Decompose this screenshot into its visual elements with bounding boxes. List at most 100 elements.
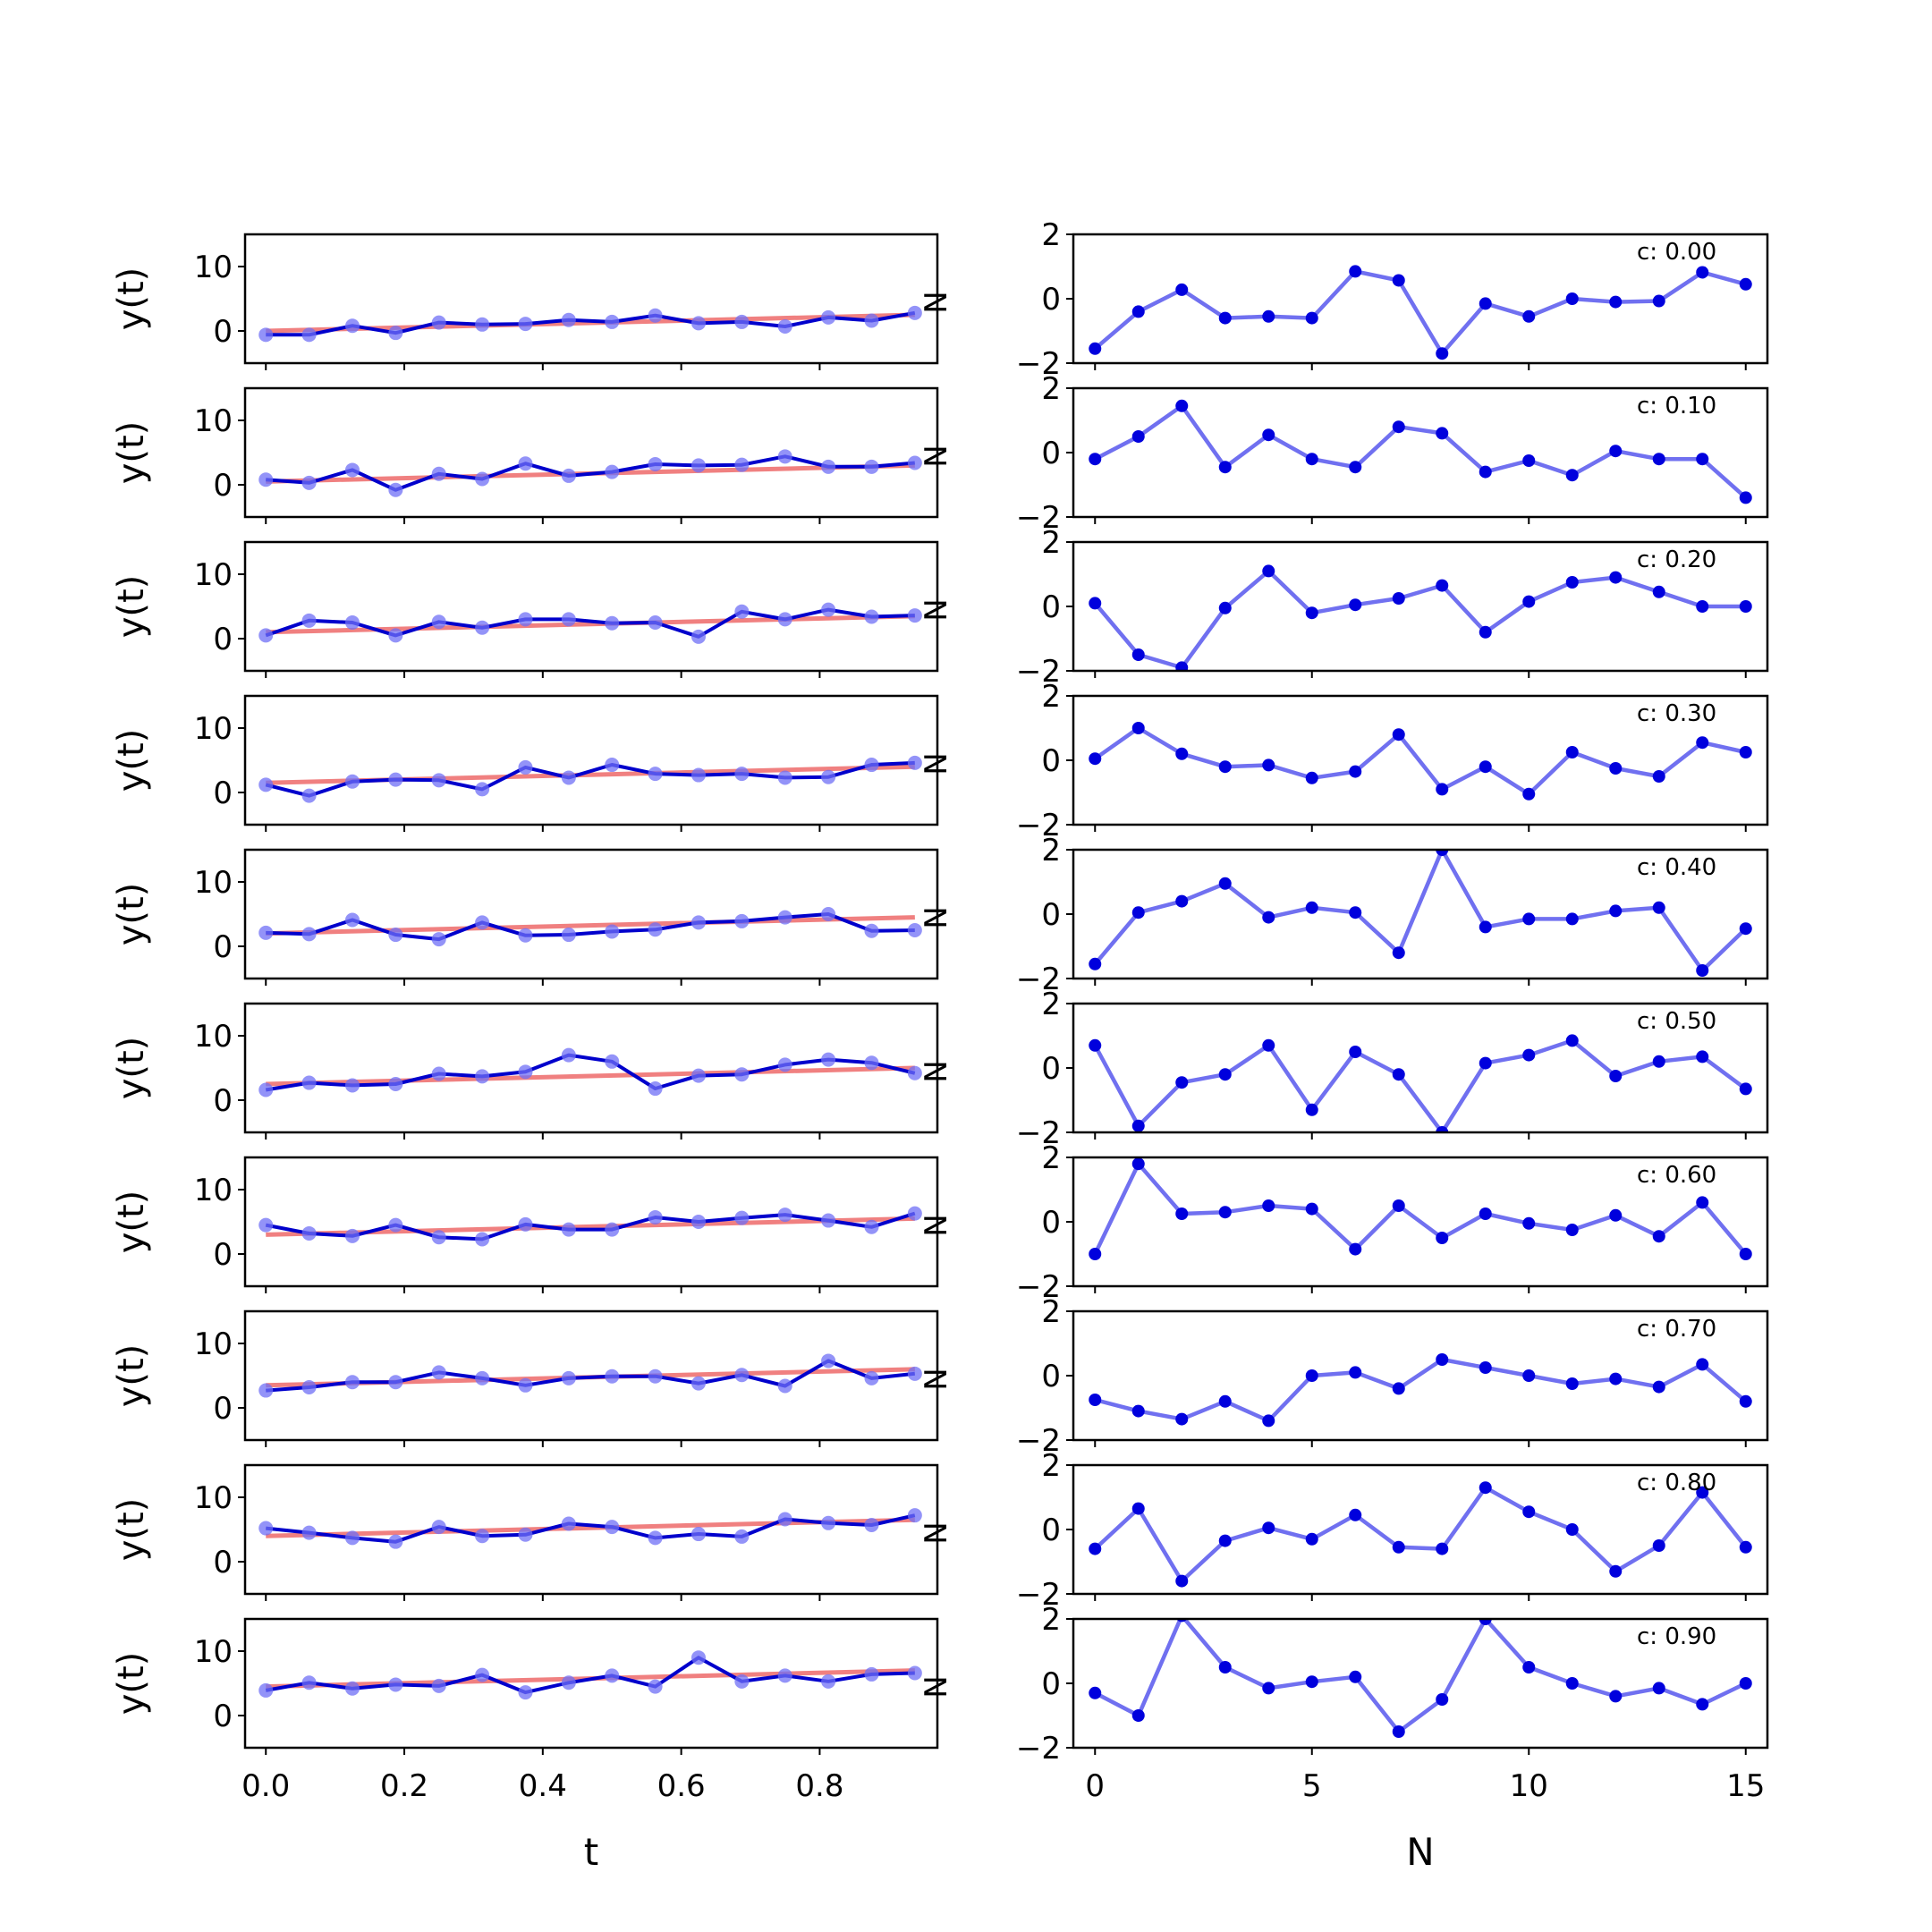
y-tick-label: 10 <box>194 250 233 285</box>
data-point <box>1175 1076 1189 1089</box>
data-point <box>1175 894 1189 908</box>
x-tick-label: 0 <box>1085 1768 1105 1804</box>
data-point <box>475 915 490 930</box>
right-series <box>1089 1619 1752 1738</box>
data-point <box>605 464 620 479</box>
data-point <box>475 317 490 332</box>
data-point <box>1522 787 1536 801</box>
axes-frame <box>243 1463 939 1596</box>
y-tick-label: −2 <box>1016 500 1061 536</box>
data-point <box>475 620 490 635</box>
data-point <box>1131 1119 1145 1132</box>
data-point <box>561 1047 576 1063</box>
series-line <box>1093 850 1748 973</box>
data-point <box>475 1069 490 1084</box>
data-point <box>734 767 750 782</box>
data-point <box>1522 912 1536 926</box>
data-point <box>1131 722 1145 734</box>
data-point <box>605 1520 620 1535</box>
data-point <box>1565 1224 1579 1236</box>
data-point <box>388 482 403 497</box>
data-point <box>258 1521 274 1536</box>
data-point <box>1131 648 1145 661</box>
data-point <box>1089 1038 1102 1052</box>
data-point <box>907 1366 922 1381</box>
coefficient-annotation: c: 0.00 <box>1637 239 1716 266</box>
data-point <box>1131 430 1145 443</box>
data-point <box>258 1682 274 1698</box>
data-point <box>1652 1682 1665 1695</box>
data-point <box>1565 746 1579 758</box>
series-line <box>1093 569 1746 670</box>
data-point <box>1131 906 1145 919</box>
data-point <box>475 1529 490 1544</box>
right-series <box>1089 1481 1752 1588</box>
data-point <box>1522 454 1536 467</box>
y-tick-label: 0 <box>1041 282 1061 318</box>
observed-line <box>265 760 915 798</box>
data-point <box>1565 1034 1579 1047</box>
data-point <box>561 1675 576 1690</box>
data-point <box>1652 585 1665 598</box>
data-point <box>864 1219 879 1234</box>
data-point <box>1522 1216 1536 1230</box>
data-point <box>1565 1377 1579 1390</box>
data-point <box>1131 1709 1145 1722</box>
data-point <box>258 1082 274 1097</box>
data-point <box>1522 1661 1536 1674</box>
data-point <box>691 458 706 473</box>
y-tick-label: 10 <box>194 711 233 747</box>
data-point <box>1305 1202 1318 1216</box>
data-point <box>1218 1534 1232 1547</box>
data-point <box>344 1078 360 1093</box>
y-tick-label: 2 <box>1041 1294 1061 1330</box>
coefficient-annotation: c: 0.40 <box>1637 854 1716 881</box>
left-x-axis-label: t <box>584 1830 598 1874</box>
subplot-grid: 0 10 y(t) −2 0 2 Nc: 0.00 0 10 y(t) −2 0 2 Nc: 0.10 0 1… <box>111 217 1769 1804</box>
data-point <box>1349 765 1362 778</box>
data-point <box>518 1527 533 1542</box>
data-point <box>605 314 620 329</box>
data-point <box>1609 904 1623 918</box>
right-series <box>1089 1353 1752 1428</box>
y-tick-label: 0 <box>213 1391 233 1427</box>
data-point <box>1609 762 1623 775</box>
data-point <box>1218 877 1232 890</box>
data-point <box>1479 760 1492 774</box>
y-tick-label: −2 <box>1016 1269 1061 1305</box>
y-tick-label: 10 <box>194 1480 233 1516</box>
data-point <box>1479 625 1492 639</box>
axes-frame <box>243 694 939 826</box>
data-point <box>648 615 663 630</box>
data-point <box>1436 1126 1449 1132</box>
data-point <box>648 922 663 937</box>
axes-frame <box>243 1002 939 1134</box>
y-tick-label: 10 <box>194 865 233 901</box>
data-point <box>1218 1068 1232 1081</box>
data-point <box>1349 1670 1362 1683</box>
data-point <box>605 1222 620 1237</box>
data-point <box>1392 728 1405 741</box>
data-point <box>821 1052 836 1067</box>
data-point <box>734 913 750 928</box>
data-point <box>864 609 879 624</box>
data-point <box>1175 1412 1189 1426</box>
data-point <box>561 928 576 943</box>
data-point <box>1218 1206 1232 1219</box>
data-point <box>561 1370 576 1385</box>
data-point <box>907 305 922 320</box>
series-line <box>1094 403 1748 500</box>
data-point <box>561 612 576 627</box>
data-point <box>388 772 403 787</box>
data-point <box>1565 1677 1579 1690</box>
y-axis-label: N <box>919 445 954 467</box>
y-tick-label: −2 <box>1016 1423 1061 1459</box>
data-point <box>1696 964 1709 977</box>
y-tick-label: 10 <box>194 403 233 439</box>
data-point <box>344 1530 360 1546</box>
data-point <box>344 1681 360 1696</box>
data-point <box>691 629 706 644</box>
y-axis-label: N <box>919 1675 954 1698</box>
data-point <box>1305 901 1318 914</box>
